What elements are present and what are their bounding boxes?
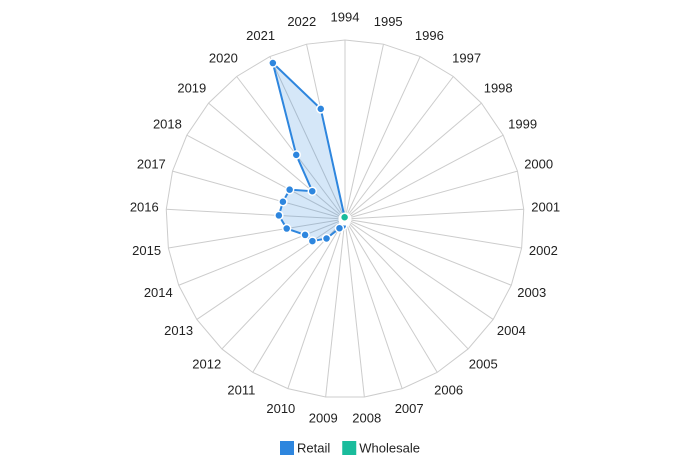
category-label: 2006: [434, 383, 463, 398]
spoke: [344, 170, 518, 220]
category-label: 2004: [497, 323, 526, 338]
spoke: [168, 218, 346, 249]
category-label: 1995: [374, 14, 403, 29]
data-point: [339, 212, 350, 223]
category-label: 2005: [469, 356, 498, 371]
category-label: 2012: [192, 356, 221, 371]
spoke: [344, 218, 512, 286]
spoke: [208, 102, 346, 220]
spoke: [178, 218, 346, 286]
category-label: 2002: [529, 243, 558, 258]
spoke: [269, 56, 346, 220]
category-label: 2013: [164, 323, 193, 338]
category-label: 1998: [484, 80, 513, 95]
spoke: [252, 218, 346, 373]
spoke: [287, 218, 346, 389]
category-label: 2022: [287, 14, 316, 29]
series-area: [271, 59, 348, 243]
spoke: [344, 208, 524, 220]
spoke: [344, 218, 438, 373]
spoke: [344, 218, 494, 320]
category-label: 2019: [177, 80, 206, 95]
spoke: [344, 102, 482, 220]
spoke: [344, 218, 365, 398]
spoke: [344, 134, 504, 220]
legend-swatch: [342, 441, 357, 455]
category-label: 1997: [452, 50, 481, 65]
category-label: 2010: [266, 401, 295, 416]
category-label: 2008: [352, 410, 381, 425]
category-label: 2021: [246, 28, 275, 43]
category-label: 1999: [508, 116, 537, 131]
category-label: 2017: [137, 157, 166, 172]
radar-grid: [165, 39, 525, 398]
spoke: [344, 76, 454, 220]
spoke: [325, 218, 346, 398]
legend-label: Retail: [297, 440, 330, 455]
spoke: [344, 44, 384, 220]
category-label: 2016: [130, 200, 159, 215]
spoke: [196, 218, 346, 320]
category-label: 2015: [132, 243, 161, 258]
data-point: [334, 223, 345, 233]
category-label: 2001: [531, 200, 560, 215]
data-point: [268, 58, 278, 68]
spoke: [166, 208, 346, 220]
category-label: 2009: [309, 410, 338, 425]
data-point: [300, 230, 310, 240]
category-label: 2018: [153, 116, 182, 131]
data-point: [307, 186, 318, 196]
spoke: [236, 76, 346, 220]
data-point: [274, 210, 284, 221]
data-point: [307, 236, 318, 246]
category-label: 2003: [517, 285, 546, 300]
category-label: 1994: [331, 9, 360, 24]
spoke: [344, 218, 403, 389]
data-point: [281, 223, 292, 234]
data-point: [316, 104, 326, 114]
legend-label: Wholesale: [359, 440, 420, 455]
category-label: 2014: [144, 285, 173, 300]
category-label: 2011: [227, 383, 255, 398]
data-point: [291, 150, 302, 160]
spoke: [172, 170, 346, 220]
data-point: [284, 184, 295, 195]
category-label: 2000: [524, 157, 553, 172]
spoke: [344, 56, 421, 220]
category-label: 2007: [395, 401, 424, 416]
legend-swatch: [280, 441, 294, 455]
category-label: 1996: [415, 28, 444, 43]
spoke: [186, 134, 346, 220]
spoke: [344, 218, 522, 249]
spoke: [344, 218, 469, 350]
data-point: [278, 197, 288, 207]
category-label: 2020: [209, 50, 238, 65]
data-point: [321, 233, 332, 244]
